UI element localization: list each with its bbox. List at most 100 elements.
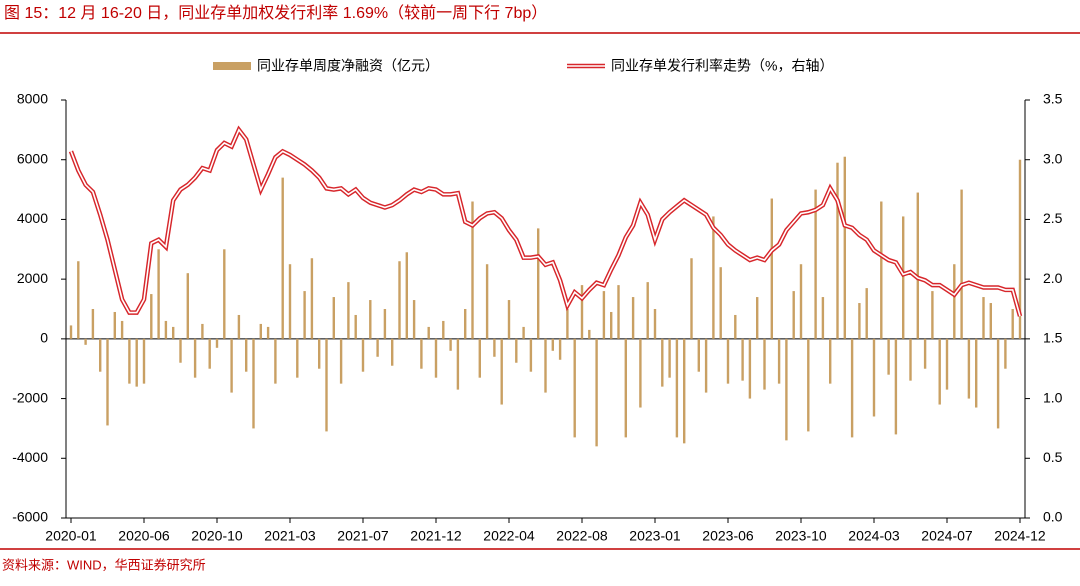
bar: [522, 326, 525, 339]
bar: [391, 338, 394, 366]
bar: [989, 303, 992, 339]
bar: [442, 320, 445, 339]
bar: [858, 303, 861, 339]
bar: [624, 338, 627, 438]
bar: [493, 338, 496, 357]
bar: [84, 338, 87, 345]
x-tick-label: 2023-01: [629, 528, 681, 544]
bar: [814, 189, 817, 339]
x-tick-label: 2022-04: [483, 528, 535, 544]
bar: [639, 338, 642, 408]
bar: [99, 338, 102, 372]
bar: [982, 297, 985, 339]
bar: [471, 201, 474, 339]
x-tick-label: 2021-12: [410, 528, 462, 544]
x-tick-label: 2024-03: [848, 528, 900, 544]
bar: [507, 300, 511, 339]
bar: [945, 338, 949, 390]
bar: [339, 338, 343, 384]
bar: [617, 285, 620, 339]
bar: [690, 258, 693, 339]
bar: [807, 338, 810, 432]
bar: [113, 311, 116, 339]
bar: [420, 338, 423, 369]
y2-tick-label: 0.0: [1043, 509, 1063, 525]
bar: [734, 314, 737, 339]
y-tick-label: 0: [40, 330, 48, 346]
bar: [756, 297, 759, 339]
bar: [902, 216, 905, 339]
bar: [405, 252, 408, 339]
bar: [894, 338, 898, 435]
y2-tick-label: 3.5: [1043, 91, 1063, 107]
bar: [150, 294, 153, 339]
bar: [310, 258, 314, 339]
bar: [464, 309, 467, 339]
bar: [741, 338, 744, 381]
bar: [515, 338, 518, 363]
bar: [996, 338, 1000, 429]
bar: [427, 326, 430, 339]
bar: [551, 338, 554, 351]
bar: [850, 338, 854, 438]
x-tick-label: 2020-06: [118, 528, 170, 544]
bar: [354, 314, 357, 339]
legend-swatch: [213, 62, 251, 70]
bar: [478, 338, 481, 378]
bar: [376, 338, 379, 357]
bar: [500, 338, 503, 405]
bar: [712, 216, 715, 339]
y2-tick-label: 1.0: [1043, 389, 1063, 405]
rate-line-inner: [70, 128, 1021, 317]
y2-tick-label: 1.5: [1043, 330, 1063, 346]
bar: [135, 338, 138, 387]
bar: [646, 282, 649, 339]
bar: [485, 264, 489, 339]
x-tick-label: 2021-03: [264, 528, 316, 544]
bar: [573, 338, 576, 438]
y-tick-label: -4000: [12, 449, 48, 465]
bar: [303, 291, 306, 339]
bar: [595, 338, 598, 447]
bar: [179, 338, 182, 363]
bar: [412, 300, 416, 339]
y2-tick-label: 3.0: [1043, 150, 1063, 166]
bar: [1011, 309, 1014, 339]
bar: [157, 249, 160, 339]
bar: [785, 338, 788, 441]
bar: [683, 338, 686, 444]
bar: [909, 338, 912, 381]
y2-tick-label: 2.5: [1043, 210, 1063, 226]
bar: [128, 338, 131, 384]
bar: [318, 338, 321, 369]
bar: [259, 323, 262, 339]
bar: [201, 323, 204, 339]
bar: [931, 291, 934, 339]
bar: [748, 338, 752, 399]
bar: [719, 267, 722, 339]
bar: [923, 338, 927, 369]
bar: [829, 338, 832, 384]
y-tick-label: 6000: [17, 150, 48, 166]
bar: [588, 329, 591, 339]
bar: [770, 198, 773, 339]
y-tick-label: 4000: [17, 210, 48, 226]
bar: [537, 228, 540, 339]
x-tick-label: 2020-10: [191, 528, 243, 544]
bar: [332, 297, 335, 339]
x-tick-label: 2021-07: [337, 528, 389, 544]
bar: [602, 291, 606, 339]
chart-title: 图 15：12 月 16-20 日，同业存单加权发行利率 1.69%（较前一周下…: [4, 4, 547, 22]
bar: [106, 338, 109, 426]
bar: [266, 326, 270, 339]
bar: [704, 338, 708, 393]
bar: [675, 338, 679, 438]
bar: [252, 338, 255, 429]
bar: [631, 297, 635, 339]
bar: [69, 325, 73, 339]
bar: [383, 309, 387, 339]
bar: [610, 311, 613, 339]
bar: [967, 338, 971, 399]
bar: [843, 156, 846, 339]
bar: [449, 338, 452, 351]
